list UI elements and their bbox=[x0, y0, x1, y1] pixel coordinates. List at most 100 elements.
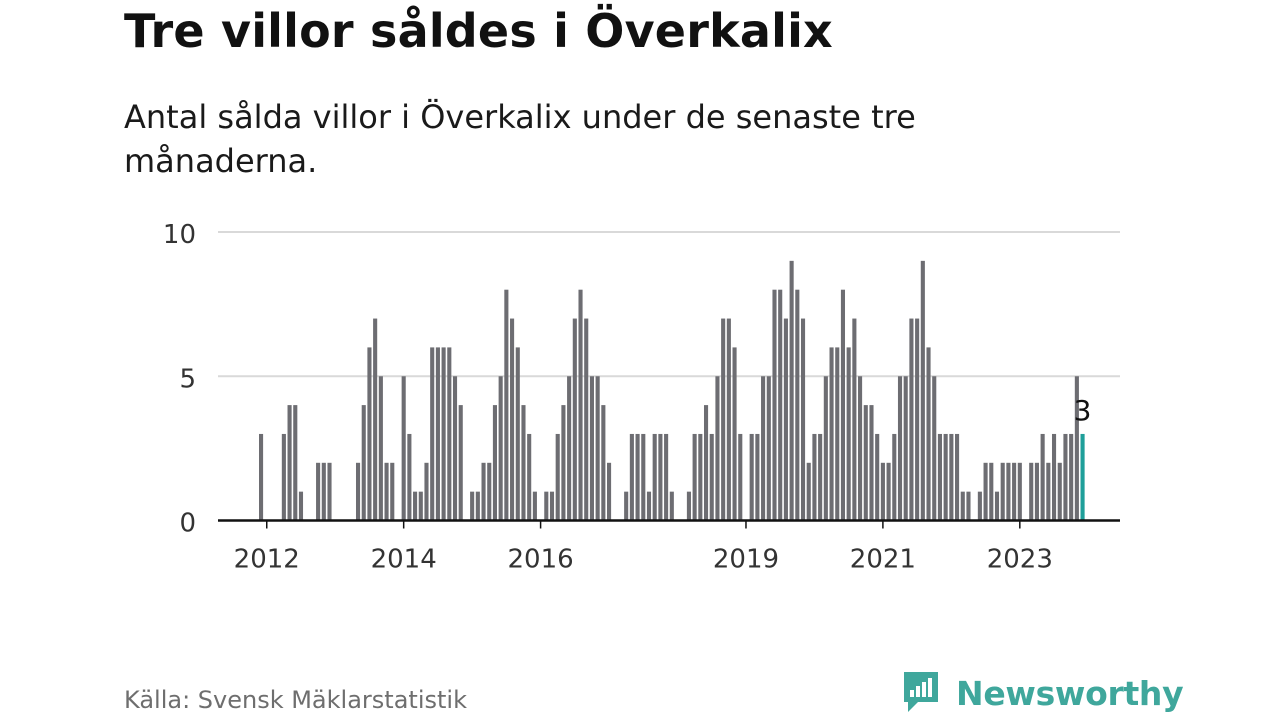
bar bbox=[390, 462, 395, 521]
bar bbox=[589, 376, 594, 521]
bar bbox=[259, 433, 264, 521]
bar bbox=[447, 347, 452, 521]
x-tick-label: 2023 bbox=[987, 545, 1053, 575]
bar bbox=[755, 433, 760, 521]
bar bbox=[783, 318, 788, 521]
bar bbox=[778, 289, 783, 521]
bar bbox=[858, 376, 863, 521]
bar bbox=[721, 318, 726, 521]
bar bbox=[949, 433, 954, 521]
bar bbox=[823, 376, 828, 521]
bar bbox=[703, 405, 709, 521]
bar bbox=[629, 433, 634, 521]
bar bbox=[726, 318, 731, 521]
bar bbox=[549, 491, 555, 521]
bar bbox=[607, 462, 612, 521]
bar bbox=[1034, 462, 1039, 521]
bar bbox=[909, 318, 914, 521]
bar bbox=[1069, 433, 1074, 521]
bar bbox=[316, 462, 321, 521]
bar-highlight bbox=[1080, 433, 1085, 521]
bar bbox=[532, 491, 537, 521]
bar bbox=[407, 433, 412, 521]
bar bbox=[567, 376, 572, 521]
bar bbox=[646, 491, 652, 521]
bar bbox=[875, 433, 880, 521]
bar bbox=[430, 347, 435, 521]
bar bbox=[852, 318, 857, 521]
bar bbox=[578, 289, 583, 521]
bar bbox=[863, 405, 868, 521]
bar bbox=[1029, 462, 1034, 521]
bar bbox=[1040, 433, 1045, 521]
bar bbox=[818, 433, 823, 521]
brand-name: Newsworthy bbox=[956, 673, 1184, 713]
bar bbox=[1074, 376, 1079, 521]
bar bbox=[686, 491, 691, 521]
bar bbox=[1000, 462, 1005, 521]
chart-title: Tre villor såldes i Överkalix bbox=[124, 4, 833, 58]
bar bbox=[624, 491, 629, 521]
bar bbox=[789, 260, 794, 521]
bar bbox=[806, 462, 811, 521]
bar bbox=[766, 376, 771, 521]
bar bbox=[492, 405, 497, 521]
bar bbox=[475, 491, 480, 521]
bar bbox=[732, 347, 737, 521]
bar bbox=[955, 433, 960, 521]
bar bbox=[669, 491, 674, 521]
bar bbox=[481, 462, 486, 521]
bar bbox=[584, 318, 589, 521]
bar bbox=[749, 433, 754, 521]
bar bbox=[652, 433, 657, 521]
bar bbox=[470, 491, 475, 521]
bar bbox=[521, 405, 526, 521]
bar bbox=[658, 433, 663, 521]
bar bbox=[1006, 462, 1011, 521]
bar bbox=[664, 433, 669, 521]
bar bbox=[989, 462, 994, 521]
bar bbox=[504, 289, 509, 521]
bar bbox=[441, 347, 446, 521]
bar bbox=[1051, 433, 1057, 521]
bar bbox=[355, 462, 361, 521]
bar bbox=[561, 405, 566, 521]
bar bbox=[555, 433, 560, 521]
bar bbox=[800, 318, 806, 521]
bar bbox=[418, 491, 423, 521]
bar bbox=[994, 491, 1000, 521]
y-tick-label: 10 bbox=[163, 220, 196, 250]
bar bbox=[977, 491, 982, 521]
y-tick-label: 0 bbox=[179, 509, 196, 539]
bar bbox=[983, 462, 988, 521]
bar bbox=[1012, 462, 1017, 521]
bar bbox=[920, 260, 925, 521]
bar bbox=[384, 462, 389, 521]
bar bbox=[880, 462, 885, 521]
bar bbox=[915, 318, 920, 521]
x-tick-label: 2021 bbox=[850, 545, 916, 575]
bars bbox=[259, 260, 1085, 521]
bar bbox=[498, 376, 503, 521]
bar bbox=[869, 405, 874, 521]
bar bbox=[327, 462, 332, 521]
bar bbox=[281, 433, 286, 521]
bar bbox=[361, 405, 366, 521]
bar bbox=[840, 289, 846, 521]
bar bbox=[892, 433, 897, 521]
x-tick-label: 2014 bbox=[371, 545, 437, 575]
bar bbox=[515, 347, 520, 521]
bar bbox=[510, 318, 515, 521]
bar bbox=[846, 347, 851, 521]
bar bbox=[926, 347, 931, 521]
bar bbox=[401, 376, 406, 521]
chart-subtitle: Antal sålda villor i Överkalix under de … bbox=[124, 98, 916, 180]
bar bbox=[544, 491, 549, 521]
bar-chart-speech-bubble-icon bbox=[904, 672, 938, 712]
bar bbox=[298, 491, 304, 521]
bar bbox=[795, 289, 800, 521]
bar bbox=[709, 433, 714, 521]
bar bbox=[886, 462, 891, 521]
bar bbox=[715, 376, 720, 521]
bar bbox=[966, 491, 971, 521]
